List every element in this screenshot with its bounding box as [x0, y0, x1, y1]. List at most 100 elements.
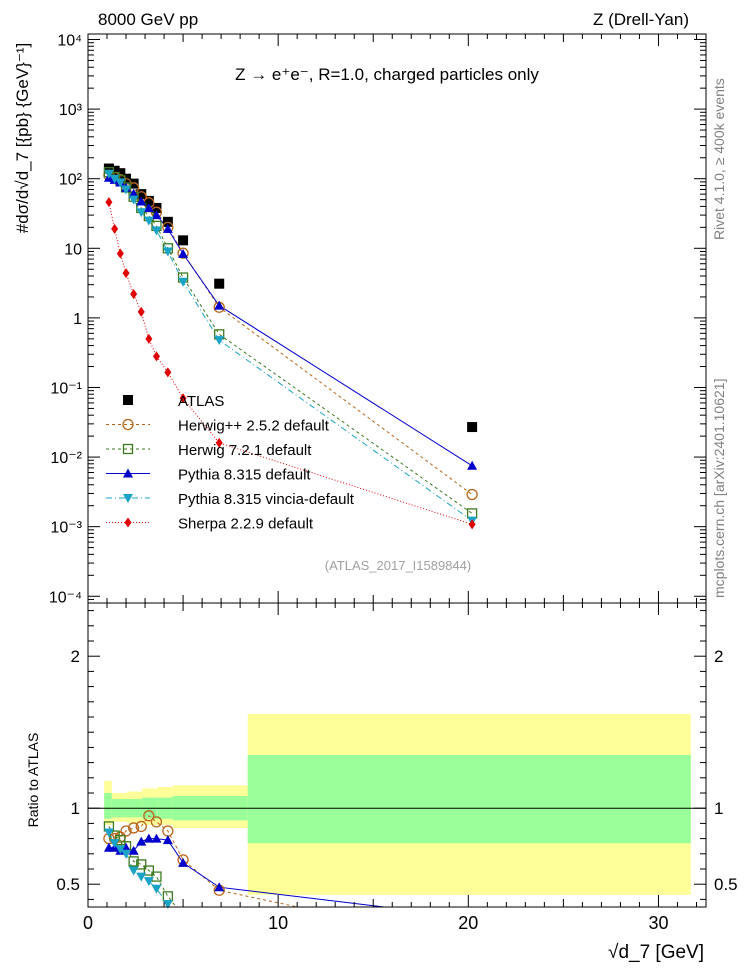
legend-marker-pythia-8-315-vincia-default — [123, 494, 133, 503]
ratio-line-herwig-2-5-2-default — [108, 815, 301, 907]
ratio-point-pythia-8-315-vincia-default — [121, 849, 132, 859]
ratio-point-herwig-2-5-2-default — [135, 820, 147, 833]
main-point-atlas — [178, 235, 189, 246]
main-y-tick-label: 10⁻⁴ — [49, 589, 82, 606]
legend-label-pythia-8-315-default: Pythia 8.315 default — [178, 467, 311, 484]
main-y-axis-label: #dσ/d√d_7 [{pb} {GeV}⁻¹] — [13, 43, 32, 233]
main-point-pythia-8-315-default — [467, 460, 478, 470]
main-point-sherpa-2-2-9-default — [105, 197, 113, 208]
ratio-point-herwig-2-5-2-default — [143, 810, 155, 822]
legend: ATLAS Herwig++ 2.5.2 default Herwig 7.2.1 … — [106, 393, 355, 533]
header-right: Z (Drell-Yan) — [593, 10, 689, 29]
ratio-point-herwig-7-2-1-default — [162, 891, 174, 902]
main-point-sherpa-2-2-9-default — [122, 268, 130, 279]
ratio-line-sherpa-2-2-9-default — [109, 910, 472, 959]
main-point-atlas — [467, 422, 478, 433]
main-point-pythia-8-315-default — [178, 248, 189, 258]
main-y-tick-label: 10⁴ — [57, 33, 82, 50]
ratio-y-tick-label: 2 — [71, 647, 80, 666]
ratio-line-herwig-7-2-1-default — [108, 826, 177, 907]
legend-marker-atlas — [123, 395, 133, 405]
analysis-id: (ATLAS_2017_I1589844) — [325, 558, 471, 573]
main-y-tick-label: 10⁻¹ — [50, 380, 82, 397]
ratio-point-pythia-8-315-vincia-default — [128, 866, 139, 876]
main-point-pythia-8-315-default — [128, 188, 139, 198]
legend-marker-herwig-7-2-1-default — [122, 443, 134, 455]
ratio-point-pythia-8-315-vincia-default — [109, 839, 120, 849]
ratio-point-herwig-2-5-2-default — [127, 822, 140, 834]
main-point-sherpa-2-2-9-default — [145, 333, 153, 344]
main-point-pythia-8-315-default — [151, 210, 162, 220]
main-point-sherpa-2-2-9-default — [179, 393, 187, 404]
main-line-sherpa-2-2-9-default — [108, 202, 473, 525]
x-tick-label: 30 — [648, 913, 668, 933]
ratio-point-pythia-8-315-vincia-default — [136, 872, 147, 882]
main-point-atlas — [103, 163, 114, 174]
main-point-pythia-8-315-vincia-default — [109, 174, 120, 184]
ratio-y-tick-label-right: 2 — [714, 647, 723, 666]
legend-label-herwig-2-5-2-default: Herwig++ 2.5.2 default — [178, 418, 330, 435]
main-point-pythia-8-315-vincia-default — [128, 195, 139, 205]
x-tick-label: 10 — [268, 913, 288, 933]
ratio-uncertainty-bands — [88, 713, 706, 895]
ratio-point-herwig-2-5-2-default — [150, 816, 163, 828]
main-point-pythia-8-315-default — [143, 202, 154, 212]
main-point-sherpa-2-2-9-default — [130, 289, 138, 300]
ratio-point-pythia-8-315-vincia-default — [103, 828, 114, 838]
ratio-point-herwig-2-5-2-default — [120, 825, 132, 837]
main-point-sherpa-2-2-9-default — [152, 351, 160, 362]
ratio-point-pythia-8-315-default — [128, 845, 139, 855]
main-point-pythia-8-315-vincia-default — [178, 277, 189, 287]
axes: 10⁻⁴ 10⁻³ 10⁻² 10⁻¹ 1 10 10² 10³ 10⁴ 0 10 20 30 0.5 0.… — [49, 33, 738, 933]
main-point-pythia-8-315-default — [214, 300, 225, 310]
legend-marker-herwig-2-5-2-default — [122, 418, 134, 431]
main-y-tick-label: 1 — [73, 311, 82, 328]
labels: 8000 GeV pp Z (Drell-Yan) Z → e⁺e⁻, R=1.… — [13, 10, 727, 963]
ratio-y-tick-label: 0.5 — [56, 875, 80, 894]
ratio-y-tick-label-right: 1 — [714, 799, 723, 818]
header-left: 8000 GeV pp — [98, 10, 198, 29]
main-point-sherpa-2-2-9-default — [468, 519, 476, 530]
main-y-tick-label: 10 — [64, 241, 82, 258]
main-point-sherpa-2-2-9-default — [111, 223, 119, 234]
main-point-pythia-8-315-vincia-default — [115, 178, 126, 188]
main-point-sherpa-2-2-9-default — [137, 306, 145, 317]
main-point-pythia-8-315-vincia-default — [103, 169, 114, 179]
main-point-pythia-8-315-default — [136, 196, 147, 206]
main-y-tick-label: 10⁻² — [50, 450, 82, 467]
ratio-point-pythia-8-315-default — [178, 857, 189, 867]
ratio-point-herwig-7-2-1-default — [136, 859, 147, 870]
main-point-atlas — [143, 195, 154, 206]
legend-marker-pythia-8-315-default — [123, 468, 133, 478]
main-point-sherpa-2-2-9-default — [215, 437, 223, 448]
main-point-sherpa-2-2-9-default — [116, 248, 124, 259]
main-point-herwig-7-2-1-default — [466, 508, 478, 519]
main-point-sherpa-2-2-9-default — [164, 367, 172, 378]
main-point-pythia-8-315-vincia-default — [151, 226, 162, 236]
ratio-point-herwig-7-2-1-default — [128, 856, 139, 867]
main-point-atlas — [214, 278, 225, 289]
ratio-y-axis-label: Ratio to ATLAS — [25, 733, 41, 828]
x-tick-label: 20 — [458, 913, 478, 933]
ratio-y-tick-label: 1 — [71, 799, 80, 818]
legend-label-herwig-7-2-1-default: Herwig 7.2.1 default — [178, 442, 312, 459]
ratio-point-pythia-8-315-default — [151, 833, 162, 843]
main-y-tick-label: 10³ — [59, 102, 83, 119]
plot-title: Z → e⁺e⁻, R=1.0, charged particles only — [235, 65, 539, 84]
legend-label-pythia-8-315-vincia-default: Pythia 8.315 vincia-default — [178, 491, 355, 508]
ratio-point-pythia-8-315-vincia-default — [143, 877, 154, 887]
ratio-point-pythia-8-315-default — [214, 882, 225, 892]
main-point-pythia-8-315-default — [162, 223, 173, 233]
main-point-atlas — [151, 202, 162, 213]
main-point-atlas — [128, 178, 139, 189]
main-point-pythia-8-315-vincia-default — [121, 185, 132, 195]
ratio-point-herwig-7-2-1-default — [143, 865, 154, 876]
ratio-band-stat — [104, 793, 112, 819]
series-markers — [103, 163, 478, 909]
ratio-point-pythia-8-315-vincia-default — [162, 899, 173, 909]
main-point-atlas — [136, 189, 147, 200]
ratio-panel-frame — [87, 602, 707, 908]
legend-marker-sherpa-2-2-9-default — [124, 517, 132, 528]
ratio-point-herwig-7-2-1-default — [151, 871, 162, 882]
